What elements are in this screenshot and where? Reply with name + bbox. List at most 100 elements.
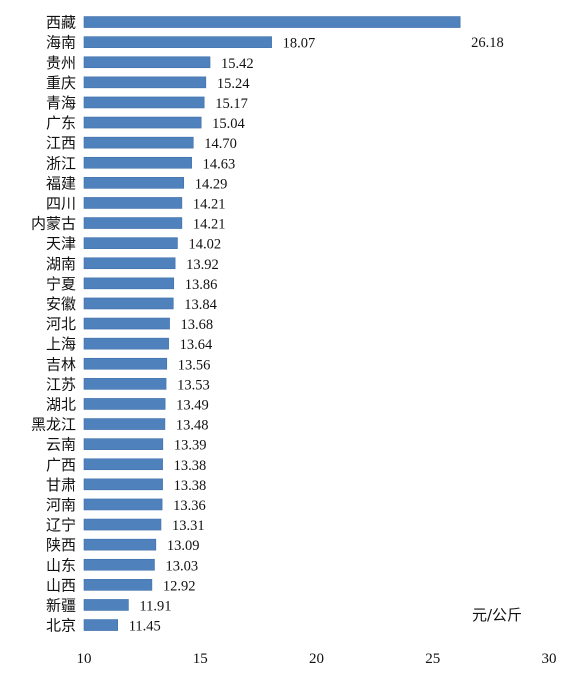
- unit-label: 元/公斤: [472, 606, 522, 624]
- data-label: 13.31: [172, 518, 205, 534]
- category-label: 山西: [46, 576, 76, 594]
- bar-18: [83, 378, 167, 390]
- bar-26: [83, 538, 157, 551]
- category-label: 贵州: [46, 54, 76, 72]
- bar-25: [83, 518, 162, 531]
- category-label: 河南: [46, 496, 76, 514]
- data-label: 13.56: [178, 357, 211, 373]
- bar-14: [83, 297, 174, 310]
- data-label: 13.49: [176, 397, 209, 413]
- category-label: 西藏: [46, 14, 76, 32]
- data-label: 14.63: [203, 156, 236, 172]
- category-label: 黑龙江: [31, 416, 76, 434]
- labels-layer: 西藏 26.18 海南 18.07 贵州 15.42 重庆 15.24 青海 15.17 广东 15.…: [31, 14, 504, 635]
- bar-24: [83, 498, 163, 511]
- data-label: 26.18: [471, 35, 504, 51]
- data-label: 13.09: [167, 538, 200, 554]
- bar-0: [83, 16, 461, 28]
- bar-16: [83, 337, 169, 350]
- data-label: 14.21: [193, 196, 226, 212]
- category-label: 陕西: [46, 536, 76, 554]
- bar-8: [83, 177, 185, 189]
- category-label: 山东: [46, 556, 76, 574]
- bar-6: [83, 136, 194, 149]
- bar-13: [83, 277, 175, 290]
- data-label: 14.29: [195, 176, 228, 192]
- bar-12: [83, 257, 176, 270]
- data-label: 13.53: [177, 377, 210, 393]
- bar-10: [83, 217, 183, 229]
- category-label: 宁夏: [46, 275, 76, 293]
- bar-30: [83, 619, 119, 631]
- category-label: 北京: [46, 617, 76, 635]
- category-label: 重庆: [46, 74, 76, 92]
- bar-1: [83, 36, 272, 48]
- bar-21: [83, 438, 164, 450]
- bars-layer: [83, 16, 461, 631]
- bar-4: [83, 96, 205, 109]
- data-label: 12.92: [163, 578, 196, 594]
- category-label: 云南: [46, 436, 76, 454]
- x-axis: 10 15 20 25 30: [77, 651, 557, 667]
- data-label: 13.48: [176, 418, 209, 434]
- data-label: 13.86: [185, 277, 218, 293]
- category-label: 辽宁: [46, 516, 76, 534]
- data-label: 14.70: [204, 136, 237, 152]
- category-label: 福建: [46, 174, 76, 192]
- data-label: 13.68: [181, 317, 214, 333]
- category-label: 天津: [46, 235, 76, 253]
- bar-9: [83, 197, 183, 209]
- bar-11: [83, 237, 178, 249]
- data-label: 13.92: [186, 257, 219, 273]
- x-tick-label: 15: [193, 651, 208, 667]
- data-label: 13.39: [174, 438, 207, 454]
- bar-20: [83, 418, 166, 430]
- data-label: 13.38: [174, 478, 207, 494]
- bar-29: [83, 599, 129, 611]
- category-label: 广西: [46, 456, 76, 474]
- category-label: 甘肃: [46, 476, 76, 494]
- category-label: 海南: [46, 34, 76, 52]
- bar-28: [83, 579, 153, 591]
- data-label: 15.24: [217, 76, 250, 92]
- category-label: 江苏: [46, 375, 76, 393]
- bar-19: [83, 398, 166, 410]
- data-label: 13.64: [180, 337, 213, 353]
- category-label: 江西: [46, 134, 76, 152]
- x-tick-label: 20: [309, 651, 324, 667]
- category-label: 新疆: [46, 596, 76, 614]
- data-label: 15.04: [212, 116, 245, 132]
- data-label: 14.02: [188, 237, 221, 253]
- data-label: 15.17: [215, 96, 248, 112]
- category-label: 广东: [46, 114, 76, 132]
- category-label: 四川: [46, 194, 76, 212]
- data-label: 14.21: [193, 217, 226, 233]
- category-label: 内蒙古: [31, 215, 76, 233]
- category-label: 湖北: [46, 395, 76, 413]
- data-label: 15.42: [221, 56, 254, 72]
- data-label: 13.03: [165, 558, 198, 574]
- category-label: 吉林: [46, 355, 76, 373]
- bar-22: [83, 458, 163, 471]
- bar-3: [83, 76, 207, 89]
- data-label: 18.07: [283, 36, 316, 52]
- category-label: 浙江: [46, 154, 76, 172]
- x-tick-label: 30: [542, 651, 557, 667]
- bar-5: [83, 116, 202, 129]
- category-label: 青海: [46, 94, 76, 112]
- category-label: 安徽: [46, 295, 76, 313]
- data-label: 13.36: [173, 498, 206, 514]
- data-label: 11.91: [139, 598, 171, 614]
- bar-2: [83, 56, 211, 69]
- category-label: 湖南: [46, 255, 76, 273]
- data-label: 13.38: [174, 458, 207, 474]
- bar-27: [83, 558, 155, 571]
- bar-15: [83, 317, 170, 330]
- x-tick-label: 10: [77, 651, 92, 667]
- bar-7: [83, 156, 192, 169]
- category-label: 上海: [46, 335, 76, 353]
- category-label: 河北: [46, 315, 76, 333]
- bar-23: [83, 478, 163, 491]
